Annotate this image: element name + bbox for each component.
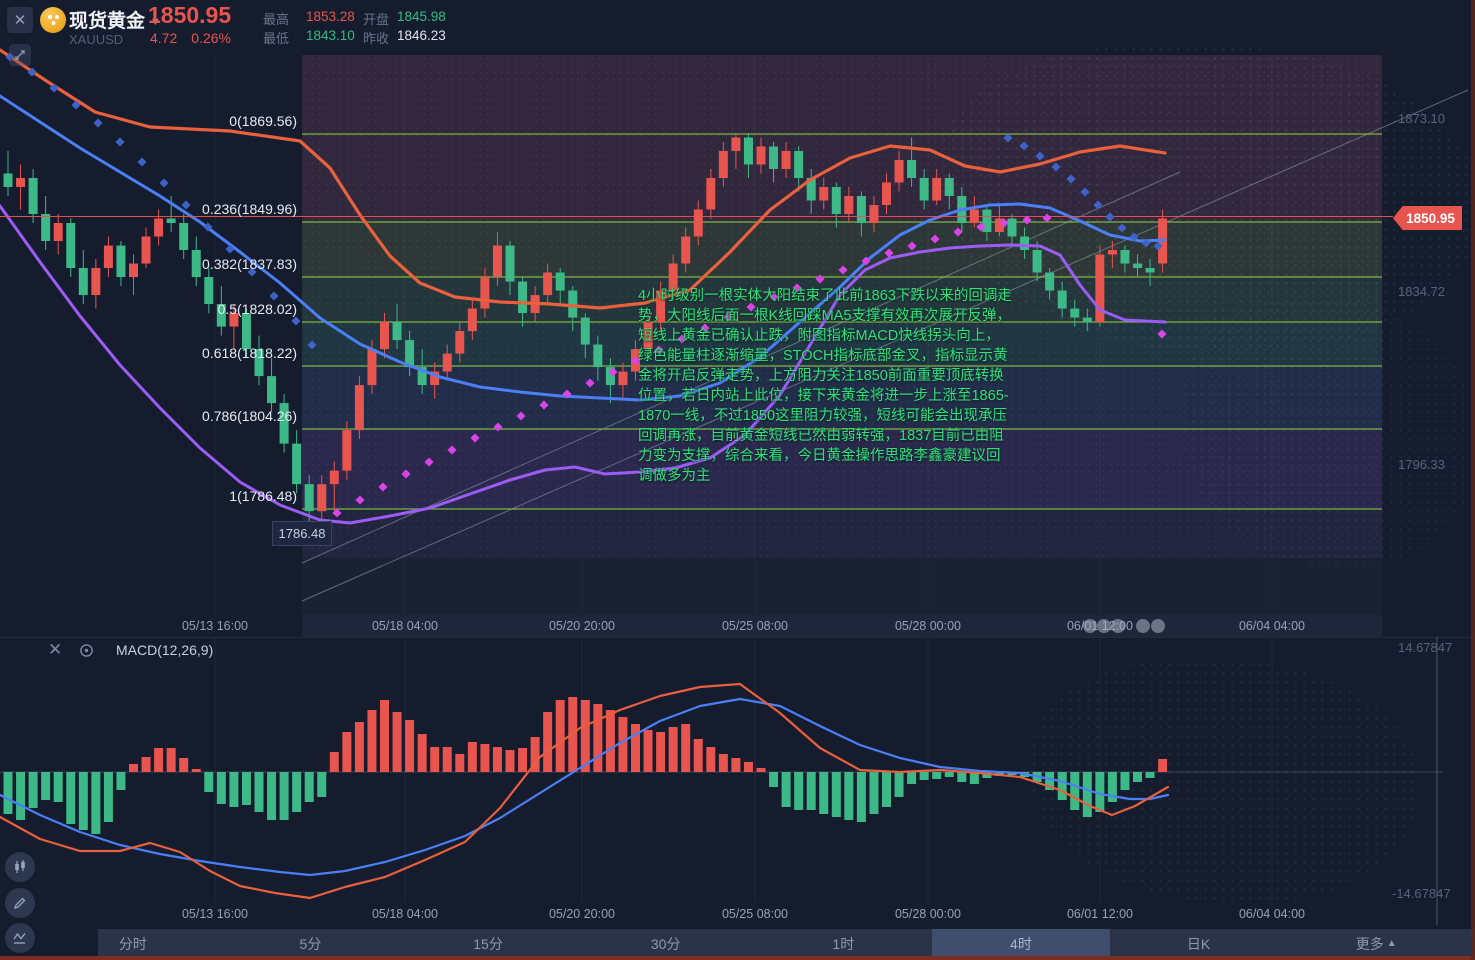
timeframe-tab-label: 分时 [118,935,147,952]
draw-tool-button[interactable] [5,888,35,918]
timeframe-tab-label: 1时 [832,935,855,952]
macd-indicator-chart[interactable] [0,637,1475,925]
timeframe-tab-30分[interactable]: 30分 [577,929,755,958]
timeframe-tab-日K[interactable]: 日K [1110,929,1288,958]
main-candlestick-chart[interactable] [0,0,1475,637]
timeframe-tab-label: 5分 [299,935,322,952]
timeframe-tab-4时[interactable]: 4时 [932,929,1110,958]
change-percent: 0.26% [191,30,231,46]
indicator-wave-icon [13,932,26,944]
stat-open-label: 开盘 [363,12,390,27]
last-price: 1850.95 [148,2,232,28]
instrument-symbol: XAUUSD [69,32,124,47]
stat-high-label: 最高 [263,12,290,27]
chart-type-button[interactable] [5,852,35,882]
change-value: 4.72 [150,30,178,46]
timeframe-tab-label: 更多 [1355,935,1384,952]
stat-open-value: 1845.98 [397,9,446,24]
timeframe-tab-label: 30分 [650,935,681,952]
timeframe-tab-分时[interactable]: 分时 [44,929,222,958]
timeframe-toolbar-background [98,929,1475,958]
diagonal-arrows-glyph [15,50,25,60]
right-accent-line [1471,0,1475,960]
timeframe-tab-15分[interactable]: 15分 [399,929,577,958]
stat-low-label: 最低 [263,31,290,46]
price-change: 4.72 0.26% [150,30,245,46]
instrument-title[interactable]: 现货黄金 ▼ [69,6,161,33]
macd-settings-icon[interactable] [78,642,95,659]
timeframe-tab-1时[interactable]: 1时 [755,929,933,958]
timeframe-toolbar: 分时 5分 15分 30分 1时 4时 日K 更多 ▲ [44,929,1465,958]
indicator-button[interactable] [5,923,35,953]
close-icon[interactable]: ✕ [7,7,33,33]
stat-prevclose-value: 1846.23 [397,28,446,43]
timeframe-tab-5分[interactable]: 5分 [222,929,400,958]
triangle-up-icon: ▲ [1386,938,1397,949]
stat-high-value: 1853.28 [306,9,355,24]
fib-low-price-badge: 1786.48 [272,521,332,546]
stat-prevclose-label: 昨收 [363,31,390,46]
gear-glyph [80,644,93,657]
symbol-avatar [40,7,66,33]
timeframe-tab-label: 4时 [1010,935,1032,952]
candlestick-icon [15,860,25,873]
scale-tool-icon[interactable] [9,44,31,66]
chevron-down-icon: ▼ [150,16,161,28]
stat-low-value: 1843.10 [306,28,355,43]
instrument-name: 现货黄金 [69,11,146,32]
timeframe-tab-label: 15分 [473,935,503,952]
avatar-glyph [48,15,52,19]
pencil-icon [13,897,26,910]
macd-indicator-title: MACD(12,26,9) [116,642,214,658]
analyst-annotation: 4小时级别一根实体大阳结束了此前1863下跌以来的回调走势，大阳线后面一根K线回… [638,288,1012,484]
macd-close-icon[interactable]: ✕ [48,640,63,659]
bottom-accent-line [0,956,1475,960]
timeframe-tab-更多[interactable]: 更多 ▲ [1287,929,1465,958]
current-price-badge: 1850.95 [1393,206,1462,230]
timeframe-tab-label: 日K [1186,935,1211,952]
